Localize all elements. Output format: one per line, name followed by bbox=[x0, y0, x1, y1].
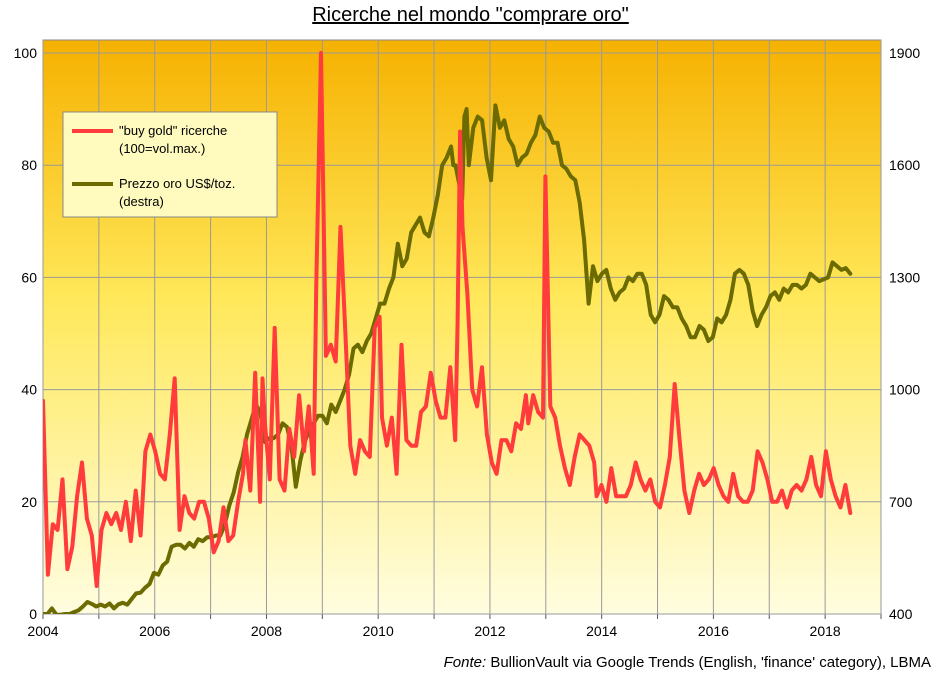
source-note: Fonte: BullionVault via Google Trends (E… bbox=[444, 654, 931, 671]
legend: "buy gold" ricerche (100=vol.max.) Prezz… bbox=[62, 111, 278, 218]
x-tick-label-2018: 2018 bbox=[810, 623, 841, 639]
y-right-tick-label-1000: 1000 bbox=[889, 382, 920, 398]
source-label: Fonte: bbox=[443, 654, 487, 671]
x-tick-label-2010: 2010 bbox=[363, 623, 394, 639]
series-layer bbox=[43, 51, 853, 614]
y-left-tick-label-40: 40 bbox=[21, 382, 37, 398]
y-right-tick-label-700: 700 bbox=[889, 494, 913, 510]
right-axis-labels: 400 700 1000 1300 1600 1900 bbox=[889, 45, 920, 622]
x-tick-label-2006: 2006 bbox=[139, 623, 170, 639]
x-tick-label-2004: 2004 bbox=[27, 623, 58, 639]
y-left-tick-label-80: 80 bbox=[21, 157, 37, 173]
legend-label-gold-note: (destra) bbox=[119, 194, 164, 209]
y-left-tick-label-100: 100 bbox=[14, 45, 38, 61]
y-left-tick-label-20: 20 bbox=[21, 494, 37, 510]
x-tick-label-2016: 2016 bbox=[698, 623, 729, 639]
x-tick-label-2008: 2008 bbox=[251, 623, 282, 639]
series-line-search bbox=[43, 51, 853, 588]
legend-label-gold: Prezzo oro US$/toz. bbox=[119, 176, 235, 191]
chart-title: Ricerche nel mondo "comprare oro" bbox=[312, 4, 629, 26]
y-left-tick-label-0: 0 bbox=[29, 606, 37, 622]
y-left-tick-label-60: 60 bbox=[21, 269, 37, 285]
source-text: BullionVault via Google Trends (English,… bbox=[486, 654, 931, 671]
y-right-tick-label-1600: 1600 bbox=[889, 157, 920, 173]
y-right-tick-label-400: 400 bbox=[889, 606, 913, 622]
legend-label-search-note: (100=vol.max.) bbox=[119, 141, 205, 156]
legend-label-search: "buy gold" ricerche bbox=[119, 123, 227, 138]
y-right-tick-label-1900: 1900 bbox=[889, 45, 920, 61]
y-right-tick-label-1300: 1300 bbox=[889, 269, 920, 285]
x-axis-labels: 2004 2006 2008 2010 2012 2014 2016 2018 bbox=[27, 623, 840, 639]
series-line-gold bbox=[43, 103, 853, 614]
x-tick-label-2012: 2012 bbox=[474, 623, 505, 639]
left-axis-labels: 0 20 40 60 80 100 bbox=[14, 45, 38, 622]
x-tick-label-2014: 2014 bbox=[586, 623, 617, 639]
